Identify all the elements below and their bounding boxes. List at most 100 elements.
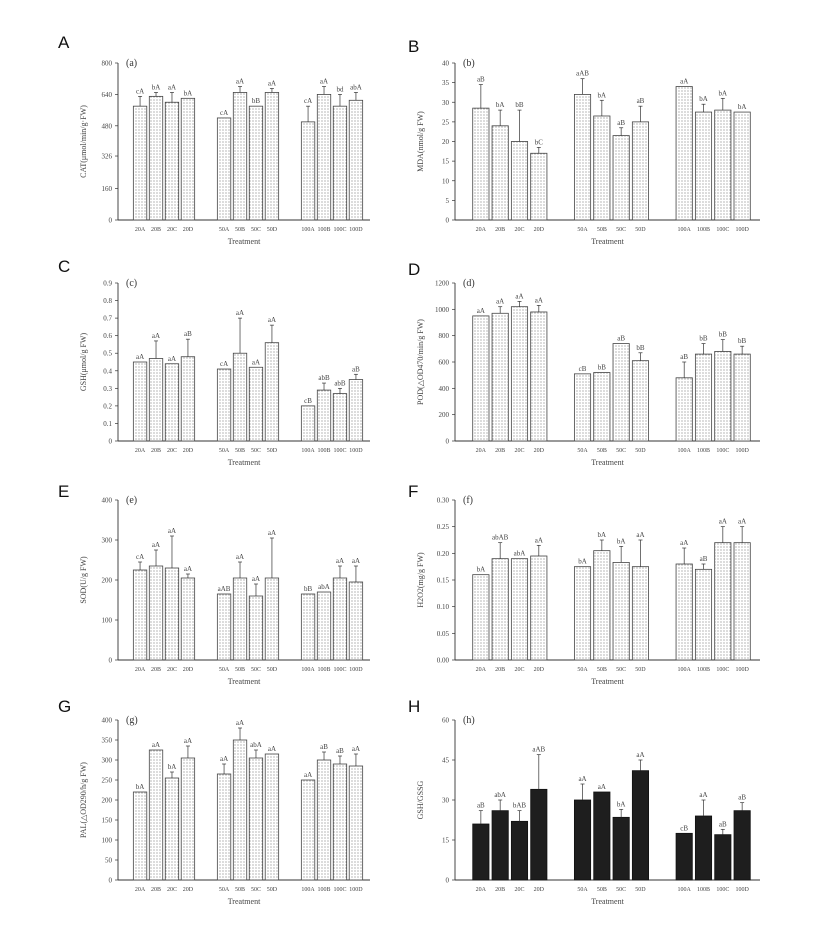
bar: [694, 568, 713, 661]
panel-letter: H: [408, 697, 420, 716]
panel-sublabel: (b): [463, 58, 475, 69]
bar: [164, 567, 180, 661]
x-tick-label: 20D: [183, 227, 194, 233]
significance-label: cB: [579, 365, 587, 373]
significance-label: bA: [136, 783, 145, 791]
significance-label: aA: [535, 536, 543, 544]
significance-label: aA: [236, 309, 244, 317]
bar: [332, 577, 348, 661]
y-tick-label: 10: [442, 177, 450, 185]
significance-label: bB: [699, 335, 708, 343]
significance-label: aB: [700, 555, 708, 563]
x-tick-label: 50B: [597, 887, 607, 893]
x-tick-label: 100C: [333, 887, 346, 893]
x-tick-label: 50C: [251, 227, 261, 233]
bar: [675, 563, 693, 661]
x-tick-label: 50D: [267, 227, 278, 233]
x-tick-label: 50B: [235, 227, 245, 233]
significance-label: bB: [719, 331, 728, 339]
y-tick-label: 1200: [435, 280, 450, 288]
x-tick-label: 100D: [349, 227, 363, 233]
significance-label: aA: [236, 78, 244, 86]
bar: [300, 121, 316, 221]
y-tick-label: 30: [442, 99, 450, 107]
significance-label: aB: [320, 743, 328, 751]
bar: [733, 810, 751, 881]
y-tick-label: 45: [442, 757, 450, 765]
bar: [631, 770, 650, 881]
bar: [316, 759, 332, 881]
panel-letter: D: [408, 260, 420, 279]
y-tick-label: 300: [102, 757, 113, 765]
x-tick-label: 100D: [735, 227, 749, 233]
bar: [612, 562, 630, 661]
bar: [491, 810, 509, 881]
y-tick-label: 20: [442, 138, 450, 146]
significance-label: abAB: [492, 534, 509, 542]
bar: [216, 117, 232, 221]
x-tick-label: 50D: [635, 448, 646, 454]
y-tick-label: 0.4: [103, 367, 112, 375]
chart-panel-b: B (b) 0 5 10 15 20 25 30 35 40 MDA(nmol/g FW) aB 20A b…: [408, 37, 760, 246]
panel-sublabel: (a): [126, 58, 137, 69]
x-tick-label: 20B: [151, 887, 161, 893]
significance-label: bA: [598, 531, 607, 539]
x-tick-label: 100B: [697, 448, 710, 454]
bar: [148, 749, 164, 881]
y-tick-label: 0: [446, 438, 450, 446]
y-tick-label: 640: [102, 91, 113, 99]
y-tick-label: 0.6: [103, 332, 112, 340]
bar: [510, 306, 529, 442]
bar: [248, 757, 264, 881]
bar: [573, 799, 592, 881]
bar: [573, 373, 592, 442]
panel-sublabel: (e): [126, 495, 137, 506]
significance-label: bB: [636, 344, 645, 352]
bar: [491, 558, 509, 661]
significance-label: bC: [535, 138, 544, 146]
bar: [348, 765, 364, 881]
significance-label: bA: [598, 91, 607, 99]
significance-label: aA: [252, 575, 260, 583]
x-tick-label: 100B: [697, 227, 710, 233]
significance-label: aA: [699, 791, 707, 799]
y-tick-label: 15: [442, 158, 450, 166]
x-tick-label: 50D: [267, 887, 278, 893]
x-tick-label: 20C: [167, 667, 177, 673]
significance-label: aA: [236, 553, 244, 561]
bar: [216, 368, 232, 442]
bar: [132, 791, 148, 881]
significance-label: abB: [334, 379, 346, 387]
y-axis-title: CAT(μmol/min/g·FW): [79, 105, 88, 178]
panel-sublabel: (c): [126, 278, 137, 289]
significance-label: abA: [514, 550, 526, 558]
bar: [348, 379, 364, 442]
significance-label: aA: [477, 307, 485, 315]
x-tick-label: 50D: [635, 227, 646, 233]
x-tick-label: 20D: [534, 227, 545, 233]
significance-label: cA: [136, 553, 144, 561]
significance-label: bA: [578, 558, 587, 566]
x-tick-label: 50B: [235, 448, 245, 454]
x-tick-label: 50A: [219, 887, 230, 893]
bar: [530, 152, 548, 221]
significance-label: aB: [617, 335, 625, 343]
x-tick-label: 100A: [301, 227, 315, 233]
significance-label: aA: [515, 292, 523, 300]
x-tick-label: 50C: [251, 667, 261, 673]
bar: [733, 542, 751, 661]
significance-label: aA: [168, 355, 176, 363]
x-tick-label: 20B: [151, 448, 161, 454]
panel-sublabel: (f): [463, 495, 473, 506]
bar: [510, 558, 529, 661]
significance-label: bA: [184, 89, 193, 97]
bar: [472, 107, 490, 221]
x-tick-label: 100D: [349, 887, 363, 893]
significance-label: aA: [598, 783, 606, 791]
bar: [180, 356, 196, 442]
x-tick-label: 50C: [616, 448, 626, 454]
significance-label: aA: [636, 531, 644, 539]
x-tick-label: 100A: [301, 887, 315, 893]
y-tick-label: 25: [442, 118, 450, 126]
